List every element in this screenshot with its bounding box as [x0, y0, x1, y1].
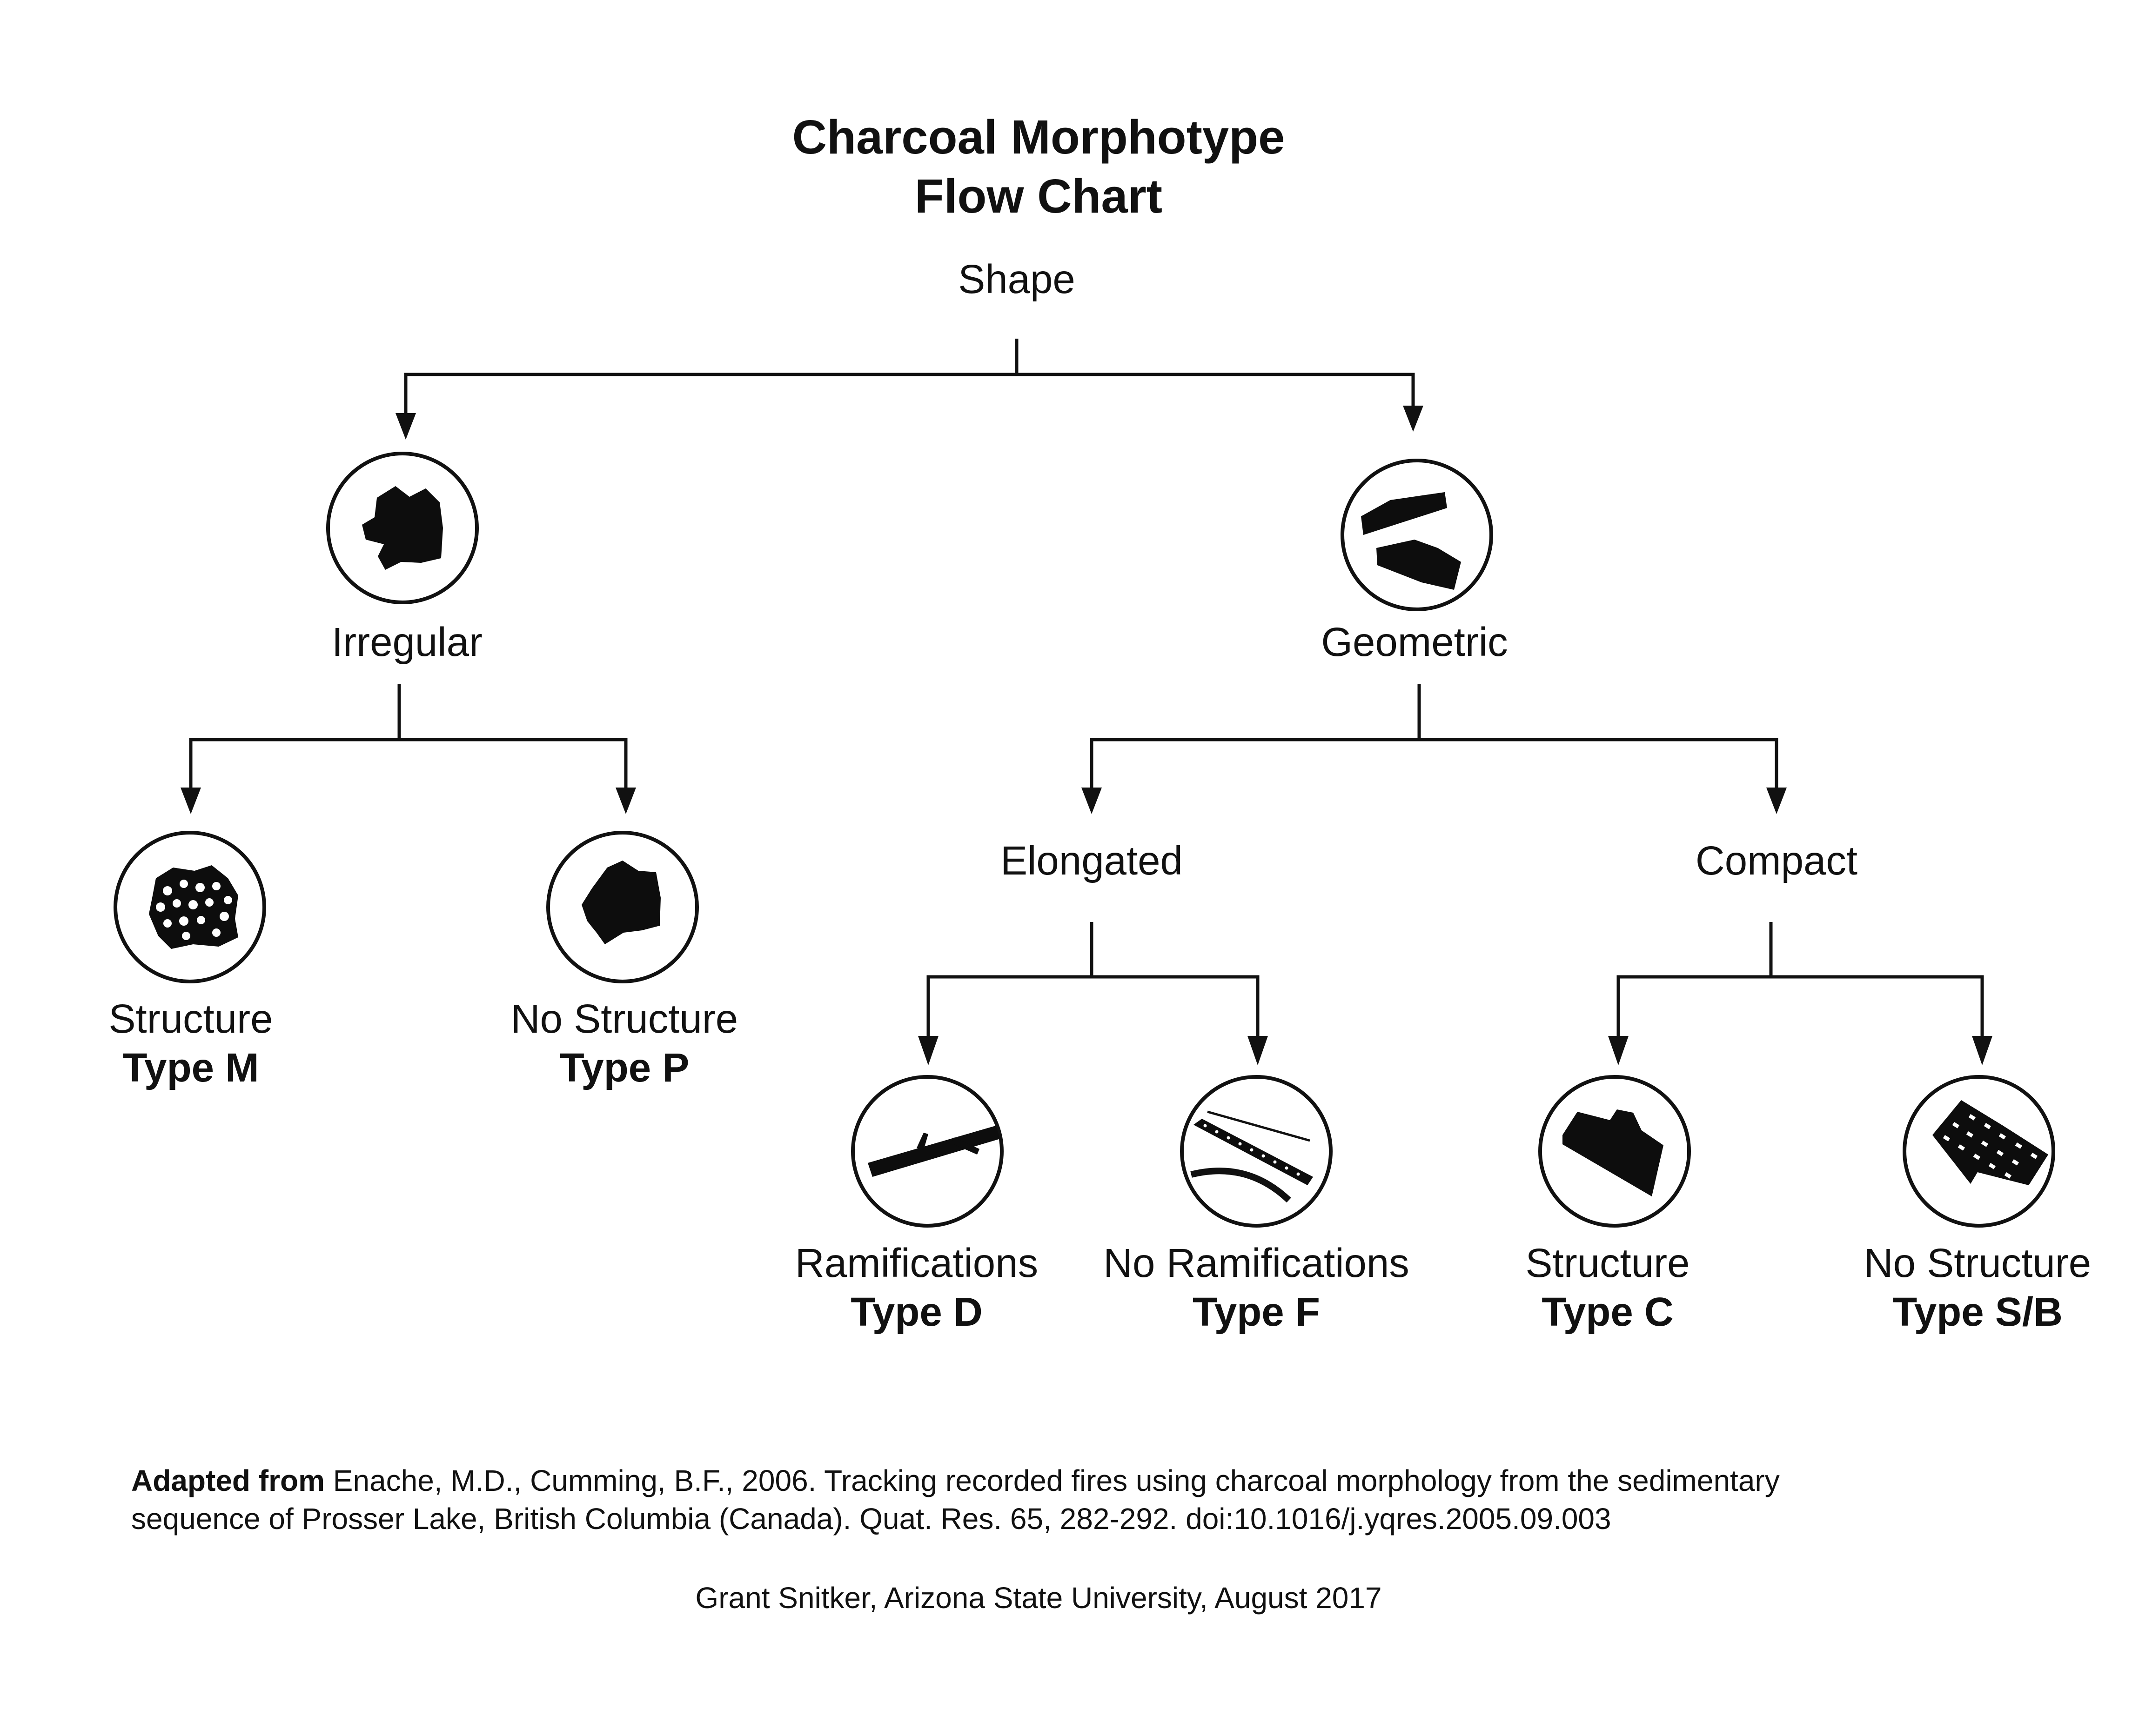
charcoal-geometric-particles-icon: [1341, 459, 1493, 611]
connector-elongated: [918, 922, 1268, 1065]
leaf-m-type: Type M: [122, 1045, 259, 1090]
connector-irregular: [181, 684, 636, 814]
charcoal-perforated-block-icon: [1903, 1075, 2055, 1228]
leaf-d-label: Ramifications: [795, 1241, 1038, 1286]
arrow-to-type-m: [181, 788, 201, 814]
arrow-to-geometric: [1403, 406, 1423, 432]
arrow-to-type-c: [1608, 1036, 1629, 1065]
chart-title-line-1: Charcoal Morphotype: [792, 110, 1285, 164]
node-irregular: Irregular: [332, 620, 483, 665]
node-compact: Compact: [1696, 838, 1857, 883]
leaf-f-label: No Ramifications: [1103, 1241, 1409, 1286]
leaf-sb-type: Type S/B: [1892, 1289, 2063, 1335]
arrow-to-compact: [1766, 788, 1787, 814]
leaf-p-type: Type P: [560, 1045, 690, 1090]
charcoal-fiber-strands-icon: [1180, 1075, 1333, 1228]
connector-compact: [1608, 922, 1992, 1065]
arrow-to-elongated: [1081, 788, 1102, 814]
arrow-to-type-sb: [1972, 1036, 1992, 1065]
charcoal-branched-stick-icon: [851, 1075, 1004, 1228]
arrow-to-type-f: [1247, 1036, 1268, 1065]
citation-line-2: sequence of Prosser Lake, British Columb…: [131, 1502, 1611, 1536]
leaf-m-label: Structure: [109, 996, 273, 1042]
charcoal-irregular-particle-icon: [326, 452, 479, 604]
node-elongated: Elongated: [1000, 838, 1183, 883]
connector-root: [396, 339, 1423, 440]
leaf-c-label: Structure: [1526, 1241, 1690, 1286]
connector-geometric: [1081, 684, 1787, 814]
leaf-c-type: Type C: [1542, 1289, 1674, 1335]
leaf-f-type: Type F: [1193, 1289, 1320, 1335]
chart-title-line-2: Flow Chart: [915, 169, 1162, 223]
leaf-sb-label: No Structure: [1864, 1241, 2091, 1286]
charcoal-compact-block-icon: [1538, 1075, 1691, 1228]
citation-prefix: Adapted from: [131, 1464, 325, 1497]
arrow-to-irregular: [396, 413, 416, 440]
author-credit: Grant Snitker, Arizona State University,…: [695, 1581, 1381, 1615]
citation-text-1: Enache, M.D., Cumming, B.F., 2006. Track…: [333, 1464, 1780, 1497]
node-geometric: Geometric: [1321, 620, 1508, 665]
root-node-shape: Shape: [958, 257, 1075, 302]
leaf-d-type: Type D: [851, 1289, 983, 1335]
leaf-p-label: No Structure: [511, 996, 738, 1042]
citation-line-1: Adapted from Enache, M.D., Cumming, B.F.…: [131, 1464, 1780, 1497]
arrow-to-type-d: [918, 1036, 939, 1065]
arrow-to-type-p: [616, 788, 636, 814]
charcoal-unstructured-particle-icon: [546, 831, 699, 983]
charcoal-structured-particle-icon: [114, 831, 266, 983]
